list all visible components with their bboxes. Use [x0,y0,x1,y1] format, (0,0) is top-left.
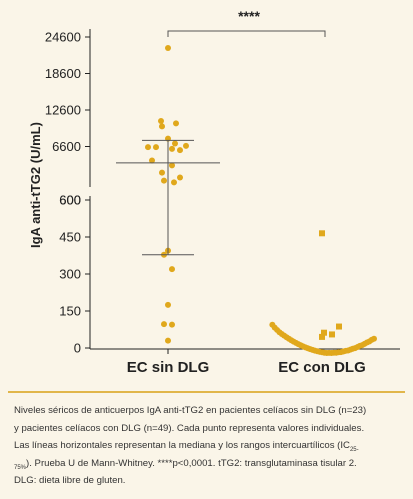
significance-label: **** [238,8,260,24]
data-point-sin-9 [169,145,175,152]
data-point-sin-2 [173,120,179,127]
data-point-sin-12 [169,162,175,169]
data-point-sin-11 [149,157,155,164]
data-point-sin-22 [169,321,175,328]
chart-figure: 0 150 300 450 600 600 6600 12600 18600 24600 EC si… [28,8,400,376]
caption-line-4: ). Prueba U de Mann-Whitney. ****p<0,000… [26,457,357,469]
data-point-sin-5 [172,140,178,147]
y-tick-lower-150-label: 150 [59,304,81,319]
data-point-sin-23 [165,337,171,344]
data-point-sin-14 [177,174,183,181]
y-tick-lower-450-label: 450 [59,230,81,245]
data-point-con-3 [329,331,335,338]
y-tick-lower-0-label: 0 [74,341,81,356]
y-tick-upper-600-label: 600 [59,193,81,208]
significance-bracket [167,30,326,37]
data-point-con-48 [371,335,377,342]
caption-line-3: Las líneas horizontales representan la m… [14,440,350,451]
y-tick-lower-300-label: 300 [59,267,81,282]
x-tick-label-1: EC con DLG [278,359,366,376]
caption-sub-1: 25- [349,446,359,453]
y-tick-lower-600-label: 600 [59,193,81,208]
data-point-sin-0 [165,44,171,51]
caption-line-2: y pacientes celíacos con DLG (n=49). Cad… [14,422,365,434]
y-tick-upper-24600-label: 24600 [45,30,81,45]
y-axis-label: IgA anti-tTG2 (U/mL) [28,122,43,248]
caption-line-1: Niveles séricos de anticuerpos IgA anti-… [14,405,367,416]
data-point-sin-1 [158,117,164,124]
caption-sub-2: 75% [14,464,27,471]
caption-divider [8,391,405,393]
data-point-sin-8 [153,144,159,151]
data-point-sin-20 [165,301,171,308]
y-tick-upper-6600-label: 6600 [52,139,81,154]
data-point-con-4 [319,333,325,340]
x-tick-label-0: EC sin DLG [127,359,210,376]
data-point-sin-6 [183,142,189,149]
data-point-sin-10 [177,147,183,154]
caption-line-5: DLG: dieta libre de gluten. [14,475,126,486]
y-tick-upper-18600-label: 18600 [45,66,81,81]
data-point-sin-19 [169,266,175,273]
data-point-sin-7 [145,144,151,151]
data-point-sin-13 [159,169,165,176]
data-point-sin-15 [161,177,167,184]
data-point-con-0 [319,230,325,237]
data-point-con-2 [321,329,327,336]
data-point-sin-16 [171,179,177,186]
data-point-sin-3 [159,123,165,130]
figure-caption: Niveles séricos de anticuerpos IgA anti-… [14,402,404,490]
data-point-con-1 [336,323,342,330]
data-point-sin-21 [161,321,167,328]
y-tick-upper-12600-label: 12600 [45,103,81,118]
